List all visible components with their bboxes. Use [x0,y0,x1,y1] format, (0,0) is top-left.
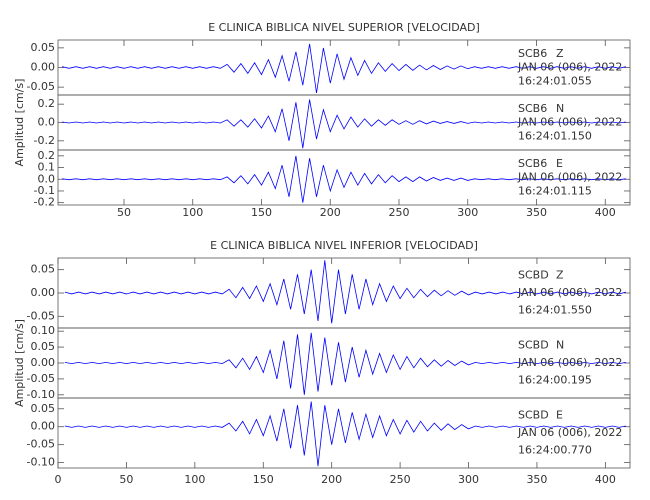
y-tick-label: 0.10 [31,324,56,337]
y-tick-label: 0.0 [38,172,56,185]
time: 16:24:01.550 [518,304,592,317]
waveform [62,155,626,203]
date: JAN 06 (006), 2022 [517,286,622,299]
x-tick-label: 150 [253,473,274,486]
y-tick-label: -0.1 [34,184,55,197]
station-name: SCBD [518,269,549,282]
station-name: SCB6 [518,47,547,60]
y-tick-label: -0.05 [27,372,55,385]
y-tick-label: -0.05 [27,309,55,322]
time: 16:24:01.055 [518,74,592,87]
x-tick-label: 100 [182,206,203,219]
y-tick-label: -0.10 [27,388,55,401]
y-axis-label: Amplitud [cm/s] [13,79,26,167]
station-name: SCBD [518,409,549,422]
date: JAN 06 (006), 2022 [517,356,622,369]
panel-frame [57,149,631,206]
x-tick-label: 300 [457,206,478,219]
y-tick-label: 0.05 [31,263,56,276]
time: 16:24:00.770 [518,444,592,457]
x-tick-label: 0 [55,473,62,486]
y-tick-label: 0.00 [31,286,56,299]
waveform [64,401,626,467]
component: Z [556,47,564,60]
y-tick-label: -0.05 [27,438,55,451]
y-tick-label: -0.2 [34,196,55,209]
y-tick-label: 0.00 [31,61,56,74]
y-tick-label: 0.0 [38,116,56,129]
x-tick-label: 50 [117,206,131,219]
x-tick-label: 300 [458,473,479,486]
x-tick-label: 100 [184,473,205,486]
station-name: SCB6 [518,157,547,170]
x-tick-label: 150 [251,206,272,219]
date: JAN 06 (006), 2022 [517,116,622,129]
x-tick-label: 400 [595,473,616,486]
y-tick-label: 0.05 [31,402,56,415]
x-tick-label: 350 [526,206,547,219]
y-tick-label: 0.00 [31,356,56,369]
x-tick-label: 50 [119,473,133,486]
y-tick-label: 0.05 [31,41,56,54]
component: N [556,339,564,352]
time: 16:24:01.115 [518,184,592,197]
time: 16:24:00.195 [518,374,592,387]
y-tick-label: -0.10 [27,456,55,469]
y-tick-label: -0.05 [27,80,55,93]
x-tick-label: 250 [389,206,410,219]
waveform [64,332,626,395]
y-tick-label: -0.2 [34,134,55,147]
x-tick-label: 350 [526,473,547,486]
y-axis-label: Amplitud [cm/s] [13,319,26,407]
y-tick-label: 0.00 [31,420,56,433]
x-tick-label: 400 [595,206,616,219]
y-tick-label: 0.2 [38,97,56,110]
date: JAN 06 (006), 2022 [517,426,622,439]
y-tick-label: 0.05 [31,340,56,353]
x-tick-label: 200 [320,206,341,219]
panel-frame [57,397,631,469]
date: JAN 06 (006), 2022 [517,171,622,184]
station-name: SCB6 [518,102,547,115]
waveform [62,43,626,94]
y-tick-label: 0.2 [38,149,56,162]
x-tick-label: 250 [390,473,411,486]
time: 16:24:01.150 [518,129,592,142]
chart-title: E CLINICA BIBLICA NIVEL SUPERIOR [VELOCI… [208,21,480,34]
station-name: SCBD [518,339,549,352]
date: JAN 06 (006), 2022 [517,61,622,74]
waveform [64,260,627,324]
waveform [62,99,626,149]
y-tick-label: 0.1 [38,161,56,174]
component: E [556,157,563,170]
x-tick-label: 200 [321,473,342,486]
chart-title: E CLINICA BIBLICA NIVEL INFERIOR [VELOCI… [210,239,478,252]
component: E [556,409,563,422]
component: Z [556,269,564,282]
component: N [556,102,564,115]
